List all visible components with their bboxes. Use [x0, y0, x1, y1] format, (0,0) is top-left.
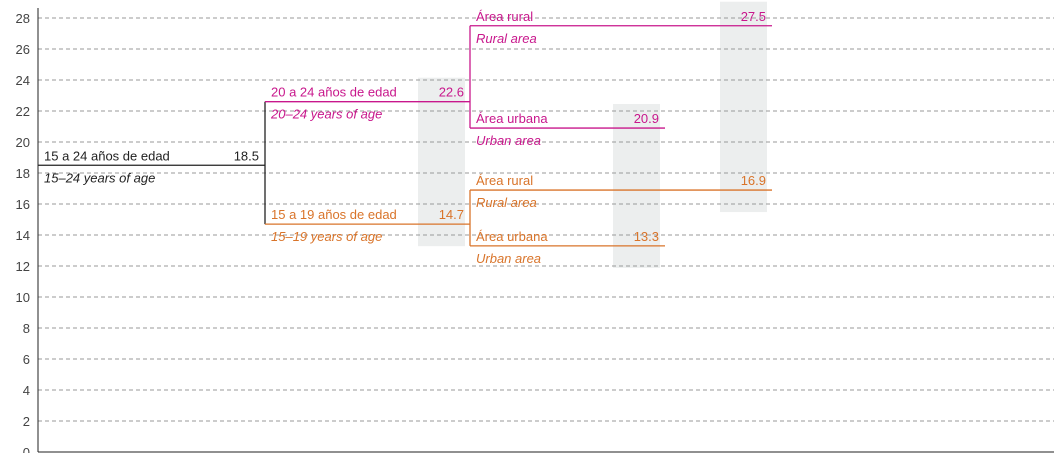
node-label-en: Rural area	[476, 31, 537, 46]
value-label: 18.5	[234, 148, 259, 163]
y-tick-label: 8	[23, 321, 30, 336]
node-label: Área rural	[476, 173, 533, 188]
node-label-en: Rural area	[476, 195, 537, 210]
node-label: Área urbana	[476, 229, 548, 244]
y-tick-label: 16	[16, 197, 30, 212]
value-shade	[418, 77, 465, 247]
node-label-en: Urban area	[476, 133, 541, 148]
node-label-en: 15–24 years of age	[44, 170, 155, 185]
node-label: 20 a 24 años de edad	[271, 85, 397, 100]
node-label-en: Urban area	[476, 251, 541, 266]
value-label: 27.5	[741, 9, 766, 24]
node-label: Área rural	[476, 9, 533, 24]
y-tick-label: 4	[23, 383, 30, 398]
value-label: 22.6	[439, 85, 464, 100]
y-tick-label: 2	[23, 414, 30, 429]
node-label-en: 20–24 years of age	[270, 107, 382, 122]
y-tick-label: 28	[16, 11, 30, 26]
y-tick-label: 6	[23, 352, 30, 367]
y-tick-label: 20	[16, 135, 30, 150]
y-tick-label: 18	[16, 166, 30, 181]
y-tick-label: 12	[16, 259, 30, 274]
y-tick-label: 14	[16, 228, 30, 243]
y-tick-label: 22	[16, 104, 30, 119]
shades	[418, 1, 767, 268]
value-label: 16.9	[741, 173, 766, 188]
node-label-en: 15–19 years of age	[271, 229, 382, 244]
y-tick-label: 10	[16, 290, 30, 305]
node-label: 15 a 24 años de edad	[44, 148, 170, 163]
value-shade	[720, 1, 767, 213]
y-tick-label: 24	[16, 73, 30, 88]
node-label: Área urbana	[476, 111, 548, 126]
value-label: 20.9	[634, 111, 659, 126]
value-label: 14.7	[439, 207, 464, 222]
y-tick-label: 26	[16, 42, 30, 57]
value-shade	[613, 104, 660, 268]
value-label: 13.3	[634, 229, 659, 244]
y-tick-label: 0	[23, 445, 30, 453]
node-label: 15 a 19 años de edad	[271, 207, 397, 222]
